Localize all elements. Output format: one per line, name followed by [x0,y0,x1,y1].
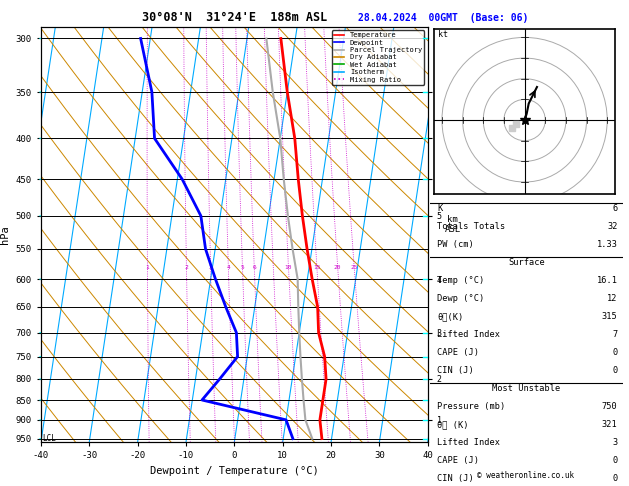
Text: 20: 20 [334,265,342,270]
Text: 6: 6 [252,265,256,270]
Text: 315: 315 [602,312,618,321]
Text: 0: 0 [612,348,618,357]
Text: 2: 2 [184,265,188,270]
Text: 750: 750 [602,402,618,411]
Text: 3: 3 [209,265,213,270]
Text: 7: 7 [612,330,618,339]
Text: LCL: LCL [42,434,56,443]
Text: 4: 4 [226,265,230,270]
Text: 32: 32 [607,222,618,231]
Y-axis label: km
ASL: km ASL [445,215,461,235]
Text: CAPE (J): CAPE (J) [437,456,479,465]
X-axis label: Dewpoint / Temperature (°C): Dewpoint / Temperature (°C) [150,466,319,476]
Text: 10: 10 [285,265,292,270]
Text: CIN (J): CIN (J) [437,474,474,483]
Text: 6: 6 [612,204,618,213]
Text: 0: 0 [612,366,618,375]
Text: 12: 12 [607,294,618,303]
Text: 28.04.2024  00GMT  (Base: 06): 28.04.2024 00GMT (Base: 06) [359,13,528,23]
Text: Most Unstable: Most Unstable [493,384,560,393]
Text: θᴇ (K): θᴇ (K) [437,420,469,429]
Text: kt: kt [438,31,448,39]
Text: 1.33: 1.33 [596,240,618,249]
Legend: Temperature, Dewpoint, Parcel Trajectory, Dry Adiabat, Wet Adiabat, Isotherm, Mi: Temperature, Dewpoint, Parcel Trajectory… [332,30,424,85]
Text: Temp (°C): Temp (°C) [437,276,484,285]
Text: θᴇ(K): θᴇ(K) [437,312,464,321]
Text: 3: 3 [612,438,618,447]
Text: 321: 321 [602,420,618,429]
Text: Dewp (°C): Dewp (°C) [437,294,484,303]
Text: 0: 0 [612,456,618,465]
Text: PW (cm): PW (cm) [437,240,474,249]
Text: 5: 5 [241,265,244,270]
Text: Lifted Index: Lifted Index [437,330,500,339]
Text: © weatheronline.co.uk: © weatheronline.co.uk [477,471,574,480]
Text: 25: 25 [350,265,358,270]
Text: K: K [437,204,443,213]
Text: CIN (J): CIN (J) [437,366,474,375]
Title: 30°08'N  31°24'E  188m ASL: 30°08'N 31°24'E 188m ASL [142,11,327,24]
Text: 16.1: 16.1 [596,276,618,285]
Text: Lifted Index: Lifted Index [437,438,500,447]
Text: CAPE (J): CAPE (J) [437,348,479,357]
Text: Surface: Surface [508,258,545,267]
Text: 0: 0 [612,474,618,483]
Text: 15: 15 [313,265,321,270]
Text: 1: 1 [145,265,149,270]
Text: Totals Totals: Totals Totals [437,222,506,231]
Text: Pressure (mb): Pressure (mb) [437,402,506,411]
Y-axis label: hPa: hPa [0,225,10,244]
